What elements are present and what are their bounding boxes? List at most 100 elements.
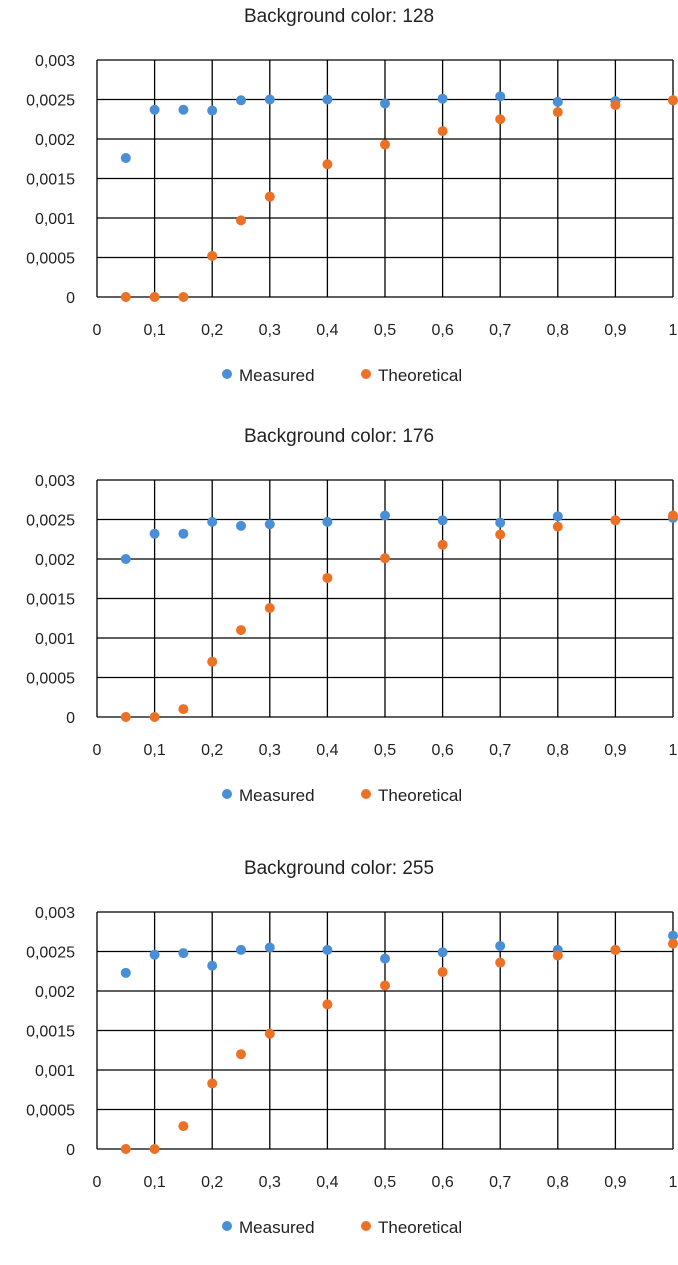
measured-point — [236, 95, 246, 106]
x-tick-label: 0 — [93, 742, 102, 759]
x-tick-label: 0,3 — [259, 742, 281, 759]
y-tick-label: 0,0025 — [26, 513, 75, 530]
y-tick-label: 0,002 — [35, 132, 75, 149]
measured-point — [552, 96, 563, 107]
theoretical-point — [236, 215, 246, 226]
theoretical-point — [437, 967, 448, 978]
x-tick-label: 1 — [669, 742, 678, 759]
legend-marker-measured — [222, 369, 232, 379]
measured-point — [264, 94, 275, 105]
x-tick-label: 0,2 — [201, 1174, 223, 1191]
measured-point — [437, 947, 448, 958]
theoretical-point — [236, 625, 246, 636]
x-tick-label: 0,8 — [547, 1174, 569, 1191]
x-tick-label: 0,6 — [431, 1174, 453, 1191]
x-tick-label: 0 — [93, 322, 102, 339]
y-tick-label: 0,0005 — [26, 671, 75, 688]
y-tick-label: 0,0015 — [26, 592, 75, 609]
measured-point — [149, 528, 160, 539]
theoretical-point — [236, 1049, 246, 1060]
legend-label-theoretical: Theoretical — [378, 786, 462, 805]
y-tick-label: 0,002 — [35, 984, 75, 1001]
chart-background-255: Background color: 255 0 0,0005 0,001 0,0015… — [0, 852, 678, 1265]
x-tick-label: 0,7 — [489, 742, 511, 759]
measured-point — [437, 93, 448, 104]
x-tick-label: 0,5 — [374, 322, 396, 339]
theoretical-point — [149, 292, 160, 302]
theoretical-point — [264, 1028, 275, 1039]
chart-plot: 0 0,0005 0,001 0,0015 0,002 0,0025 0,003 0 0,1 0,… — [26, 53, 678, 385]
legend-marker-theoretical — [361, 369, 371, 379]
measured-point — [178, 528, 189, 539]
theoretical-point — [552, 107, 563, 118]
measured-point — [207, 516, 218, 527]
chart-background-128: Background color: 128 0 0,0005 0,001 0,0015… — [0, 0, 678, 413]
measured-point — [264, 942, 275, 953]
measured-point — [552, 511, 563, 522]
y-tick-label: 0,0025 — [26, 945, 75, 962]
theoretical-point — [437, 539, 448, 550]
measured-point — [380, 510, 390, 521]
y-tick-label: 0,0005 — [26, 1103, 75, 1120]
measured-point — [149, 104, 160, 115]
x-tick-label: 0,7 — [489, 322, 511, 339]
y-tick-label: 0,001 — [35, 1063, 75, 1080]
measured-point — [322, 94, 333, 105]
y-tick-label: 0 — [66, 1142, 75, 1159]
legend-marker-theoretical — [361, 1221, 371, 1231]
x-tick-label: 0,6 — [431, 742, 453, 759]
legend-marker-measured — [222, 789, 232, 799]
x-tick-label: 0,2 — [201, 742, 223, 759]
theoretical-point — [668, 510, 678, 521]
chart-plot: 0 0,0005 0,001 0,0015 0,002 0,0025 0,003 0 0,1 0,… — [26, 473, 678, 805]
measured-point — [437, 515, 448, 526]
measured-point — [207, 105, 218, 116]
y-tick-label: 0,0005 — [26, 251, 75, 268]
theoretical-point — [149, 1144, 160, 1154]
y-tick-label: 0,0025 — [26, 93, 75, 110]
legend-label-measured: Measured — [239, 786, 315, 805]
y-tick-label: 0,0015 — [26, 172, 75, 189]
y-tick-label: 0,0015 — [26, 1024, 75, 1041]
measured-point — [120, 152, 131, 163]
x-tick-label: 1 — [669, 1174, 678, 1191]
chart-title: Background color: 176 — [243, 426, 435, 447]
theoretical-point — [610, 515, 621, 526]
x-tick-label: 0,7 — [489, 1174, 511, 1191]
theoretical-point — [495, 529, 506, 540]
x-tick-label: 0,6 — [431, 322, 453, 339]
x-tick-label: 0,3 — [259, 322, 281, 339]
measured-point — [495, 517, 506, 528]
x-tick-label: 0,4 — [316, 1174, 338, 1191]
theoretical-point — [322, 159, 333, 170]
theoretical-point — [552, 521, 563, 532]
y-tick-label: 0 — [66, 710, 75, 727]
x-tick-label: 0 — [93, 1174, 102, 1191]
y-tick-label: 0,003 — [35, 53, 75, 70]
theoretical-point — [380, 980, 390, 991]
x-tick-label: 0,1 — [143, 742, 165, 759]
theoretical-point — [322, 999, 333, 1010]
x-tick-label: 0,9 — [604, 322, 626, 339]
x-tick-label: 1 — [669, 322, 678, 339]
theoretical-point — [149, 712, 160, 722]
measured-point — [264, 519, 275, 530]
theoretical-point — [120, 292, 131, 302]
x-tick-label: 0,9 — [604, 1174, 626, 1191]
theoretical-point — [380, 553, 390, 564]
x-tick-label: 0,8 — [547, 322, 569, 339]
measured-point — [236, 520, 246, 531]
legend-marker-measured — [222, 1221, 232, 1231]
theoretical-point — [178, 292, 189, 302]
measured-point — [380, 953, 390, 964]
measured-point — [495, 940, 506, 951]
legend-marker-theoretical — [361, 789, 371, 799]
x-tick-label: 0,1 — [143, 322, 165, 339]
chart-title: Background color: 128 — [243, 6, 435, 27]
theoretical-point — [207, 656, 218, 667]
measured-point — [668, 930, 678, 941]
x-tick-label: 0,4 — [316, 742, 338, 759]
theoretical-point — [120, 712, 131, 722]
theoretical-point — [668, 95, 678, 106]
y-tick-label: 0,001 — [35, 631, 75, 648]
